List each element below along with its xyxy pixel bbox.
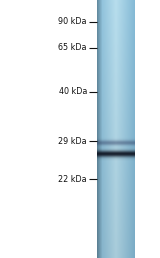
Text: 22 kDa: 22 kDa — [58, 175, 87, 184]
Text: 90 kDa: 90 kDa — [59, 18, 87, 26]
Text: 65 kDa: 65 kDa — [59, 43, 87, 52]
Text: 40 kDa: 40 kDa — [59, 87, 87, 96]
Text: 29 kDa: 29 kDa — [58, 137, 87, 146]
